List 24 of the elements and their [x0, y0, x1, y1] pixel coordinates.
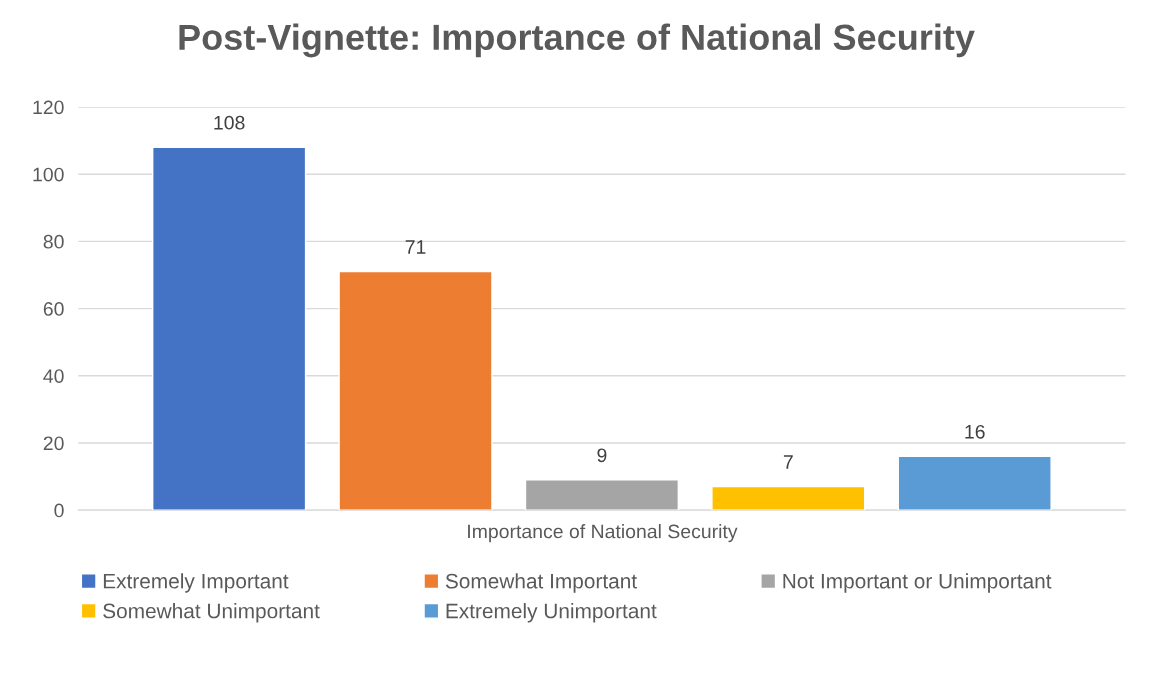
data-label: 71	[405, 240, 426, 254]
y-tick-label: 80	[43, 234, 64, 249]
legend-label: Somewhat Important	[445, 573, 637, 593]
chart-title: Post-Vignette: Importance of National Security	[179, 23, 975, 58]
bar	[897, 455, 1052, 511]
legend-label: Extremely Unimportant	[446, 603, 657, 623]
data-label: 7	[783, 455, 793, 469]
x-tick-label: Importance of National Security	[468, 524, 738, 543]
data-label: 9	[597, 448, 607, 463]
legend-label: Not Important or Unimportant	[783, 573, 1052, 593]
y-tick-label: 20	[43, 436, 64, 451]
y-tick-label: 0	[54, 503, 64, 518]
data-label: 108	[214, 115, 245, 130]
y-tick-label: 40	[43, 369, 64, 383]
bar	[524, 479, 680, 511]
bar	[338, 270, 493, 511]
y-tick-label: 100	[33, 167, 64, 182]
legend-label: Somewhat Unimportant	[103, 603, 320, 623]
y-tick-label: 120	[33, 100, 64, 115]
data-label: 16	[965, 424, 985, 439]
bar	[152, 146, 307, 511]
y-tick-label: 60	[43, 302, 64, 316]
bar	[711, 485, 866, 511]
legend-label: Extremely Important	[103, 573, 289, 593]
